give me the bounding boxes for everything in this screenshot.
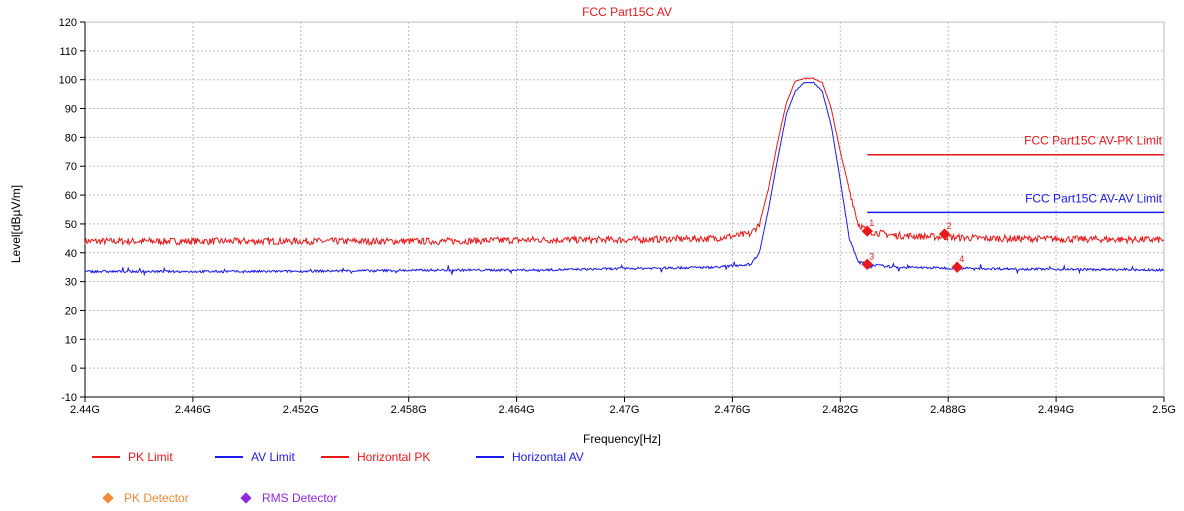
legend-label: Horizontal AV bbox=[512, 450, 584, 464]
x-tick-label: 2.452G bbox=[283, 404, 319, 416]
y-axis-label: Level[dBµV/m] bbox=[9, 185, 23, 263]
y-tick-label: 110 bbox=[59, 46, 77, 58]
legend-line-swatch bbox=[92, 456, 120, 458]
x-tick-label: 2.458G bbox=[391, 404, 427, 416]
legend-label: PK Detector bbox=[124, 491, 189, 505]
legend-label: PK Limit bbox=[128, 450, 173, 464]
marker-label: 2 bbox=[947, 221, 952, 231]
y-tick-label: 60 bbox=[65, 190, 77, 202]
markers-group: 1 2 3 4 bbox=[861, 218, 964, 273]
legend-item-pk-detector: PK Detector bbox=[100, 491, 189, 505]
legend-line-swatch bbox=[321, 456, 349, 458]
legend-line-swatch bbox=[476, 456, 504, 458]
legend-label: AV Limit bbox=[251, 450, 295, 464]
legend-item-horizontal-av: Horizontal AV bbox=[476, 450, 584, 464]
diamond-icon bbox=[240, 492, 252, 504]
x-tick-label: 2.476G bbox=[714, 404, 750, 416]
marker-point bbox=[938, 228, 951, 240]
x-tick-label: 2.5G bbox=[1152, 404, 1176, 416]
marker-point bbox=[861, 258, 873, 270]
x-tick-label: 2.488G bbox=[930, 404, 966, 416]
y-tick-label: 10 bbox=[65, 334, 77, 346]
legend-item-pk-limit: PK Limit bbox=[92, 450, 173, 464]
legend-line-swatch bbox=[215, 456, 243, 458]
legend-item-horizontal-pk: Horizontal PK bbox=[321, 450, 430, 464]
chart: FCC Part15C AV -10 0 10 20 30 40 50 60 70 80 90 100… bbox=[9, 5, 1176, 446]
marker-label: 1 bbox=[869, 218, 874, 228]
y-tick-label: 80 bbox=[65, 132, 77, 144]
y-axis-ticks: -10 0 10 20 30 40 50 60 70 80 90 100 110 120 bbox=[59, 17, 85, 404]
y-tick-label: 0 bbox=[71, 363, 77, 375]
x-tick-label: 2.47G bbox=[610, 404, 640, 416]
y-tick-label: 20 bbox=[65, 305, 77, 317]
y-tick-label: 120 bbox=[59, 17, 77, 29]
y-tick-label: 90 bbox=[65, 104, 77, 116]
series-group bbox=[84, 77, 1165, 277]
marker-label: 3 bbox=[869, 251, 874, 261]
legend-item-rms-detector: RMS Detector bbox=[238, 491, 337, 505]
x-axis-label: Frequency[Hz] bbox=[583, 432, 661, 446]
limit-labels: FCC Part15C AV-PK Limit FCC Part15C AV-AV… bbox=[1024, 134, 1162, 206]
y-tick-label: 40 bbox=[65, 248, 77, 260]
series-line-horizontal-pk bbox=[84, 77, 1165, 247]
legend-item-av-limit: AV Limit bbox=[215, 450, 295, 464]
x-tick-label: 2.44G bbox=[70, 404, 100, 416]
x-tick-label: 2.482G bbox=[822, 404, 858, 416]
x-tick-label: 2.446G bbox=[175, 404, 211, 416]
marker-point bbox=[951, 261, 963, 273]
legend-label: Horizontal PK bbox=[357, 450, 431, 464]
chart-title: FCC Part15C AV bbox=[582, 5, 672, 19]
y-tick-label: -10 bbox=[61, 392, 77, 404]
x-axis-ticks: 2.44G 2.446G 2.452G 2.458G 2.464G 2.47G 2.476G… bbox=[70, 397, 1176, 416]
y-tick-label: 30 bbox=[65, 277, 77, 289]
y-tick-label: 70 bbox=[65, 161, 77, 173]
x-tick-label: 2.494G bbox=[1038, 404, 1074, 416]
y-tick-label: 50 bbox=[65, 219, 77, 231]
x-tick-label: 2.464G bbox=[499, 404, 535, 416]
series-line-horizontal-av bbox=[84, 81, 1165, 277]
legend-label: RMS Detector bbox=[262, 491, 338, 505]
grid bbox=[84, 21, 1165, 398]
limit-label: FCC Part15C AV-PK Limit bbox=[1024, 134, 1162, 148]
marker-point bbox=[861, 225, 873, 237]
limit-label: FCC Part15C AV-AV Limit bbox=[1025, 191, 1163, 205]
y-tick-label: 100 bbox=[59, 75, 77, 87]
diamond-icon bbox=[102, 492, 114, 504]
marker-label: 4 bbox=[959, 254, 964, 264]
